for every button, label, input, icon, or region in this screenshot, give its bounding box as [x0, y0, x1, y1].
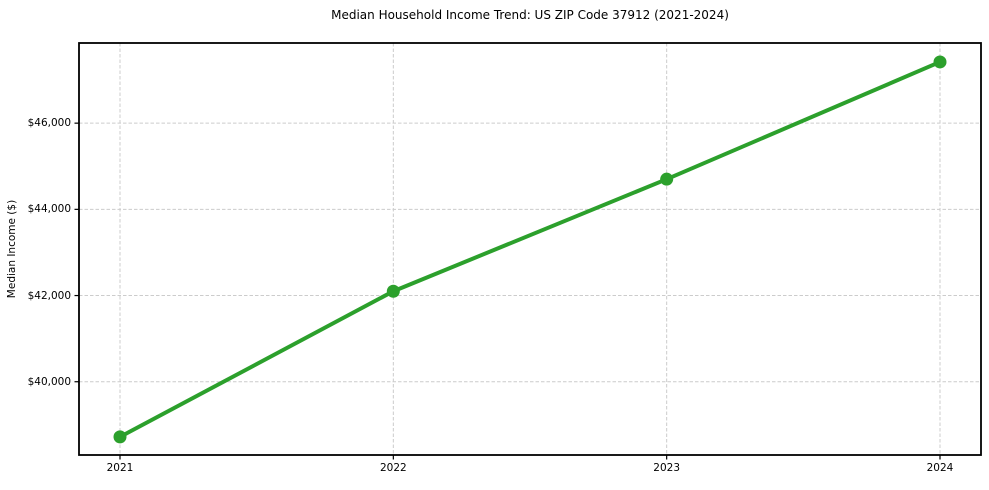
x-tick-label: 2022 [379, 462, 407, 474]
data-point-2023 [660, 172, 674, 186]
y-tick-label: $42,000 [27, 289, 71, 302]
x-tick-label: 2024 [926, 462, 954, 474]
y-tick-label: $46,000 [27, 117, 71, 130]
chart-title: Median Household Income Trend: US ZIP Co… [331, 8, 729, 22]
data-point-2022 [386, 284, 400, 298]
x-tick-label: 2021 [106, 462, 134, 474]
y-tick-label: $40,000 [27, 375, 71, 388]
data-point-2024 [933, 55, 947, 69]
data-point-2021 [113, 430, 127, 444]
y-tick-label: $44,000 [27, 203, 71, 216]
x-tick-label: 2023 [653, 462, 681, 474]
trend-line [118, 59, 942, 439]
plot-border [78, 42, 982, 456]
